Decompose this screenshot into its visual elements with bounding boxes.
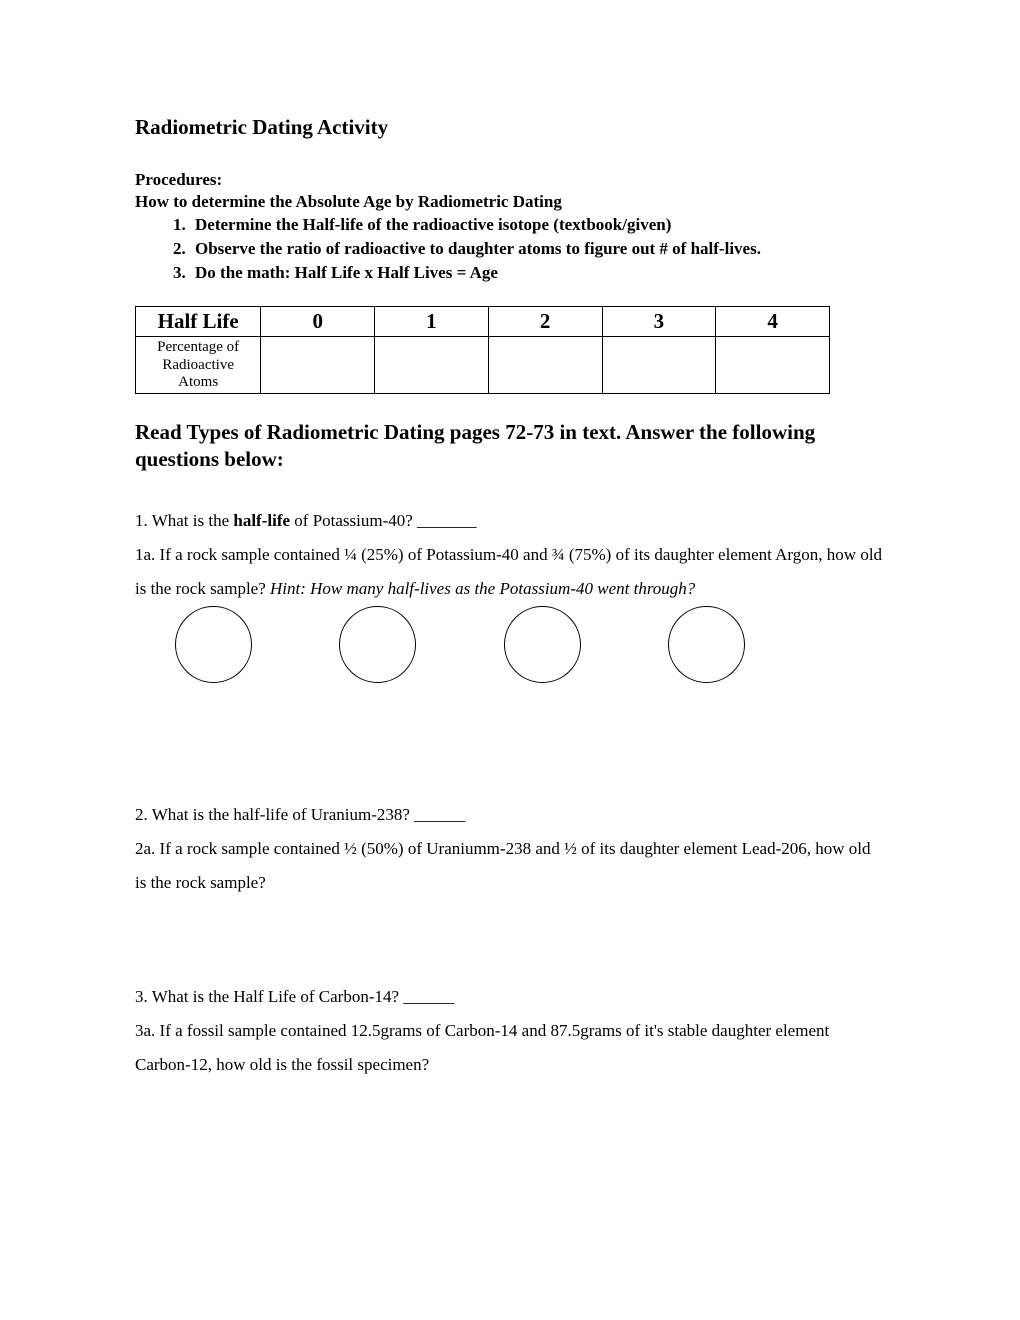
procedure-step: Determine the Half-life of the radioacti… bbox=[190, 214, 885, 236]
table-col-2: 2 bbox=[488, 307, 602, 337]
page-title: Radiometric Dating Activity bbox=[135, 115, 885, 140]
question-3a: 3a. If a fossil sample contained 12.5gra… bbox=[135, 1014, 885, 1082]
question-2a: 2a. If a rock sample contained ½ (50%) o… bbox=[135, 832, 885, 900]
document-page: Radiometric Dating Activity Procedures: … bbox=[0, 0, 1020, 1320]
table-col-0: 0 bbox=[261, 307, 375, 337]
q1-suffix: of Potassium-40? _______ bbox=[290, 511, 477, 530]
q1-bold: half-life bbox=[233, 511, 290, 530]
spacer bbox=[135, 683, 885, 798]
row-label-line: Atoms bbox=[178, 374, 218, 390]
table-header-row: Half Life 0 1 2 3 4 bbox=[136, 307, 830, 337]
table-cell bbox=[488, 337, 602, 394]
table-cell bbox=[375, 337, 489, 394]
question-3: 3. What is the Half Life of Carbon-14? _… bbox=[135, 980, 885, 1014]
question-1a: 1a. If a rock sample contained ¼ (25%) o… bbox=[135, 538, 885, 606]
table-cell bbox=[602, 337, 716, 394]
table-row-label: Percentage of Radioactive Atoms bbox=[136, 337, 261, 394]
table-col-1: 1 bbox=[375, 307, 489, 337]
table-cell bbox=[716, 337, 830, 394]
table-header-label: Half Life bbox=[136, 307, 261, 337]
circle-icon bbox=[504, 606, 581, 683]
table-col-3: 3 bbox=[602, 307, 716, 337]
q1-prefix: 1. What is the bbox=[135, 511, 233, 530]
row-label-line: Radioactive bbox=[162, 357, 234, 373]
question-2: 2. What is the half-life of Uranium-238?… bbox=[135, 798, 885, 832]
table-cell bbox=[261, 337, 375, 394]
row-label-line: Percentage of bbox=[157, 339, 239, 355]
procedures-subtitle: How to determine the Absolute Age by Rad… bbox=[135, 192, 885, 212]
question-1: 1. What is the half-life of Potassium-40… bbox=[135, 504, 885, 538]
circles-row bbox=[175, 606, 745, 683]
procedure-step: Do the math: Half Life x Half Lives = Ag… bbox=[190, 262, 885, 284]
section-heading: Read Types of Radiometric Dating pages 7… bbox=[135, 419, 885, 474]
q1a-hint: Hint: How many half-lives as the Potassi… bbox=[270, 579, 695, 598]
procedures-list: Determine the Half-life of the radioacti… bbox=[135, 214, 885, 284]
spacer bbox=[135, 900, 885, 980]
circle-icon bbox=[668, 606, 745, 683]
table-data-row: Percentage of Radioactive Atoms bbox=[136, 337, 830, 394]
circle-icon bbox=[339, 606, 416, 683]
procedure-step: Observe the ratio of radioactive to daug… bbox=[190, 238, 885, 260]
circle-icon bbox=[175, 606, 252, 683]
half-life-table: Half Life 0 1 2 3 4 Percentage of Radioa… bbox=[135, 306, 830, 394]
table-col-4: 4 bbox=[716, 307, 830, 337]
procedures-label: Procedures: bbox=[135, 170, 885, 190]
